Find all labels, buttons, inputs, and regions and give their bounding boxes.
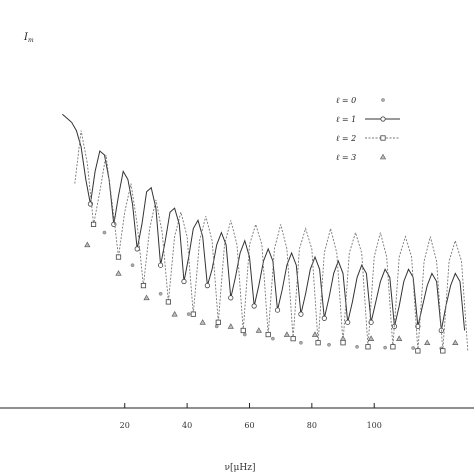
data-point	[355, 344, 359, 349]
data-point	[90, 221, 97, 227]
x-tick-label: 60	[244, 421, 254, 430]
data-point	[186, 312, 191, 317]
data-point	[274, 307, 281, 313]
legend-marker	[381, 98, 385, 102]
x-axis: 20 40 60 80 100	[120, 403, 382, 430]
series-2	[74, 130, 469, 354]
data-point	[390, 344, 396, 350]
data-point	[383, 345, 387, 350]
data-point	[204, 282, 210, 289]
data-point	[255, 327, 262, 333]
data-point	[130, 263, 135, 268]
legend-label: ℓ = 2	[336, 134, 356, 143]
data-point	[87, 201, 94, 207]
legend: ℓ = 0 ℓ = 1 ℓ = 2 ℓ = 3	[336, 96, 400, 162]
data-point	[299, 340, 303, 345]
data-point	[440, 348, 446, 354]
y-axis-label: Im	[23, 32, 34, 44]
x-tick-label: 20	[120, 421, 130, 430]
data-point	[327, 342, 331, 347]
data-point	[452, 339, 459, 346]
data-point	[143, 294, 150, 301]
data-point	[199, 319, 206, 325]
x-tick-label: 40	[182, 421, 192, 430]
series-line	[62, 113, 466, 331]
data-point	[251, 303, 257, 309]
data-point	[228, 295, 234, 301]
series-line	[74, 130, 469, 351]
data-point	[84, 241, 91, 248]
data-point	[240, 327, 246, 334]
data-point	[365, 344, 371, 350]
data-point	[242, 332, 247, 337]
legend-marker	[380, 135, 386, 141]
data-point	[283, 331, 291, 337]
x-axis-label: ν[μHz]	[225, 463, 256, 473]
legend-label: ℓ = 3	[336, 153, 356, 162]
data-point	[102, 230, 107, 235]
data-point	[339, 335, 347, 341]
data-point	[367, 335, 375, 341]
data-point	[411, 346, 416, 350]
legend-label: ℓ = 1	[336, 115, 356, 124]
series-3	[84, 241, 459, 346]
data-point	[214, 324, 219, 329]
data-point	[157, 262, 164, 268]
data-point	[340, 340, 346, 346]
legend-marker	[379, 153, 387, 160]
data-point	[227, 323, 234, 329]
data-point	[158, 291, 163, 296]
data-point	[290, 336, 296, 342]
series-1	[62, 113, 466, 334]
series-layer	[62, 113, 469, 354]
data-point	[321, 315, 327, 321]
data-point	[165, 299, 171, 305]
data-point	[134, 246, 140, 252]
x-tick-label: 80	[307, 421, 317, 430]
data-point	[396, 335, 403, 341]
data-point	[298, 311, 304, 317]
data-point	[115, 254, 122, 260]
data-point	[190, 311, 196, 317]
data-point	[345, 319, 351, 325]
data-point	[265, 331, 271, 338]
data-point	[315, 340, 321, 346]
data-point	[424, 339, 431, 346]
data-point	[140, 282, 147, 289]
legend-marker	[380, 116, 386, 122]
data-point	[415, 348, 421, 354]
x-tick-label: 100	[367, 421, 382, 430]
data-point	[171, 310, 178, 317]
data-point	[111, 221, 117, 227]
data-point	[271, 336, 275, 341]
data-point	[311, 331, 319, 337]
legend-label: ℓ = 0	[336, 96, 356, 105]
data-point	[181, 278, 187, 285]
data-point	[215, 319, 221, 325]
data-point	[115, 270, 122, 276]
